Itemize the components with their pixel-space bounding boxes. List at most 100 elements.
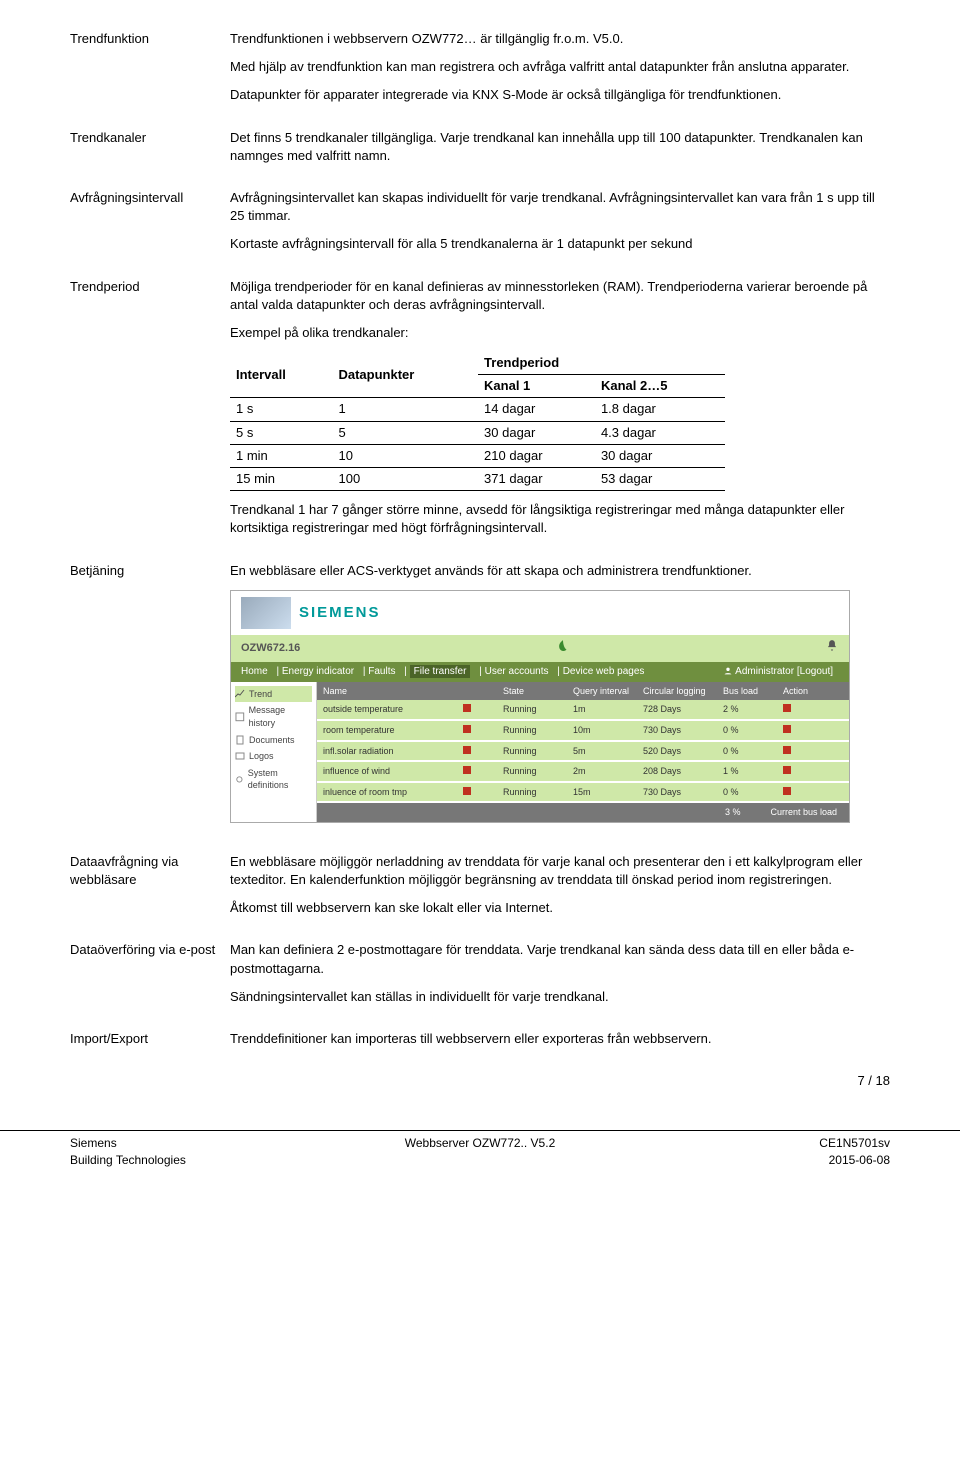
cell-name: influence of wind [323,765,463,778]
text: Exempel på olika trendkanaler: [230,324,890,342]
trend-table-footer: 3 % Current bus load [317,803,849,822]
trend-table-header: Name State Query interval Circular loggi… [317,682,849,701]
cell: 210 dagar [478,444,595,467]
sidebar-item-logos[interactable]: Logos [235,748,312,765]
cell: 371 dagar [478,468,595,491]
trend-row[interactable]: inluence of room tmpRunning15m730 Days0 … [317,783,849,804]
sidebar-item-documents[interactable]: Documents [235,732,312,749]
cell: 5 s [230,421,332,444]
sidebar-item-message-history[interactable]: Message history [235,702,312,731]
stop-icon[interactable] [463,704,471,712]
heading-trendfunktion: Trendfunktion [70,30,230,115]
cell-circular: 730 Days [643,724,723,737]
cell-circular: 208 Days [643,765,723,778]
menu-file-transfer[interactable]: File transfer [410,665,471,678]
th-trendperiod: Trendperiod [478,352,725,375]
cell-state: Running [503,724,573,737]
sidebar-item-system-definitions[interactable]: System definitions [235,765,312,794]
th-name: Name [323,685,463,698]
trendperiod-table: Intervall Datapunkter Trendperiod Kanal … [230,352,725,491]
action-icon[interactable] [783,787,791,795]
action-icon[interactable] [783,746,791,754]
trend-row[interactable]: influence of windRunning2m208 Days1 % [317,762,849,783]
action-icon[interactable] [783,725,791,733]
text: Trendfunktionen i webbservern OZW772… är… [230,30,890,48]
leaf-icon[interactable] [556,639,570,658]
menu-home[interactable]: Home [241,666,268,677]
menu-user-accounts[interactable]: User accounts [485,666,549,677]
trend-row[interactable]: infl.solar radiationRunning5m520 Days0 % [317,742,849,763]
stop-icon[interactable] [463,725,471,733]
th-bus: Bus load [723,685,783,698]
footer-bt: Building Technologies [70,1152,343,1169]
sidebar: Trend Message history Documents Logos Sy… [231,682,317,822]
cell: 5 [332,421,478,444]
cell: 53 dagar [595,468,725,491]
cell: 30 dagar [595,444,725,467]
text: Möjliga trendperioder för en kanal defin… [230,278,890,314]
cell-name: outside temperature [323,703,463,716]
list-icon [235,712,245,722]
cell-bus: 2 % [723,703,783,716]
chart-icon [235,689,245,699]
text: Med hjälp av trendfunktion kan man regis… [230,58,890,76]
th-intervall: Intervall [230,352,332,398]
footer-title: Webbserver OZW772.. V5.2 [343,1135,616,1152]
cell-query: 15m [573,786,643,799]
menu-admin-logout[interactable]: Administrator [Logout] [723,665,839,679]
cell: 30 dagar [478,421,595,444]
cell: 4.3 dagar [595,421,725,444]
gear-icon [235,774,244,784]
building-image [241,597,291,629]
bell-icon[interactable] [825,639,839,658]
text: Man kan definiera 2 e-postmottagare för … [230,941,890,977]
cell-query: 5m [573,745,643,758]
image-icon [235,751,245,761]
cell: 1 [332,398,478,421]
text: En webbläsare möjliggör nerladdning av t… [230,853,890,889]
cell-name: infl.solar radiation [323,745,463,758]
stop-icon[interactable] [463,746,471,754]
th-kanal1: Kanal 1 [478,375,595,398]
th-datapunkter: Datapunkter [332,352,478,398]
sidebar-item-trend[interactable]: Trend [235,686,312,703]
cell-query: 1m [573,703,643,716]
cell: 14 dagar [478,398,595,421]
action-icon[interactable] [783,704,791,712]
text: Trenddefinitioner kan importeras till we… [230,1030,890,1048]
table-row: 1 s 1 14 dagar 1.8 dagar [230,398,725,421]
trend-row[interactable]: room temperatureRunning10m730 Days0 % [317,721,849,742]
footer-siemens: Siemens [70,1135,343,1152]
heading-betjaning: Betjäning [70,562,230,823]
menu-faults[interactable]: Faults [368,666,395,677]
stop-icon[interactable] [463,787,471,795]
cell: 10 [332,444,478,467]
text: Avfrågningsintervallet kan skapas indivi… [230,189,890,225]
cell: 1.8 dagar [595,398,725,421]
device-label: OZW672.16 [241,641,300,656]
page-footer: Siemens Building Technologies Webbserver… [0,1130,960,1199]
cell-circular: 520 Days [643,745,723,758]
cell-circular: 730 Days [643,786,723,799]
th-state: State [503,685,573,698]
action-icon[interactable] [783,766,791,774]
cell: 1 min [230,444,332,467]
trend-row[interactable]: outside temperatureRunning1m728 Days2 % [317,700,849,721]
table-row: 5 s 5 30 dagar 4.3 dagar [230,421,725,444]
cell: 100 [332,468,478,491]
th-kanal25: Kanal 2…5 [595,375,725,398]
heading-trendperiod: Trendperiod [70,278,230,548]
text: Kortaste avfrågningsintervall för alla 5… [230,235,890,253]
menu-energy[interactable]: Energy indicator [282,666,354,677]
text: Åtkomst till webbservern kan ske lokalt … [230,899,890,917]
stop-icon[interactable] [463,766,471,774]
cell-bus: 0 % [723,786,783,799]
cell-name: room temperature [323,724,463,737]
siemens-logo: SIEMENS [299,602,381,623]
heading-avfragning: Avfrågningsintervall [70,189,230,264]
document-icon [235,735,245,745]
cell: 1 s [230,398,332,421]
table-row: 1 min 10 210 dagar 30 dagar [230,444,725,467]
menu-device-web-pages[interactable]: Device web pages [563,666,645,677]
cell-query: 10m [573,724,643,737]
